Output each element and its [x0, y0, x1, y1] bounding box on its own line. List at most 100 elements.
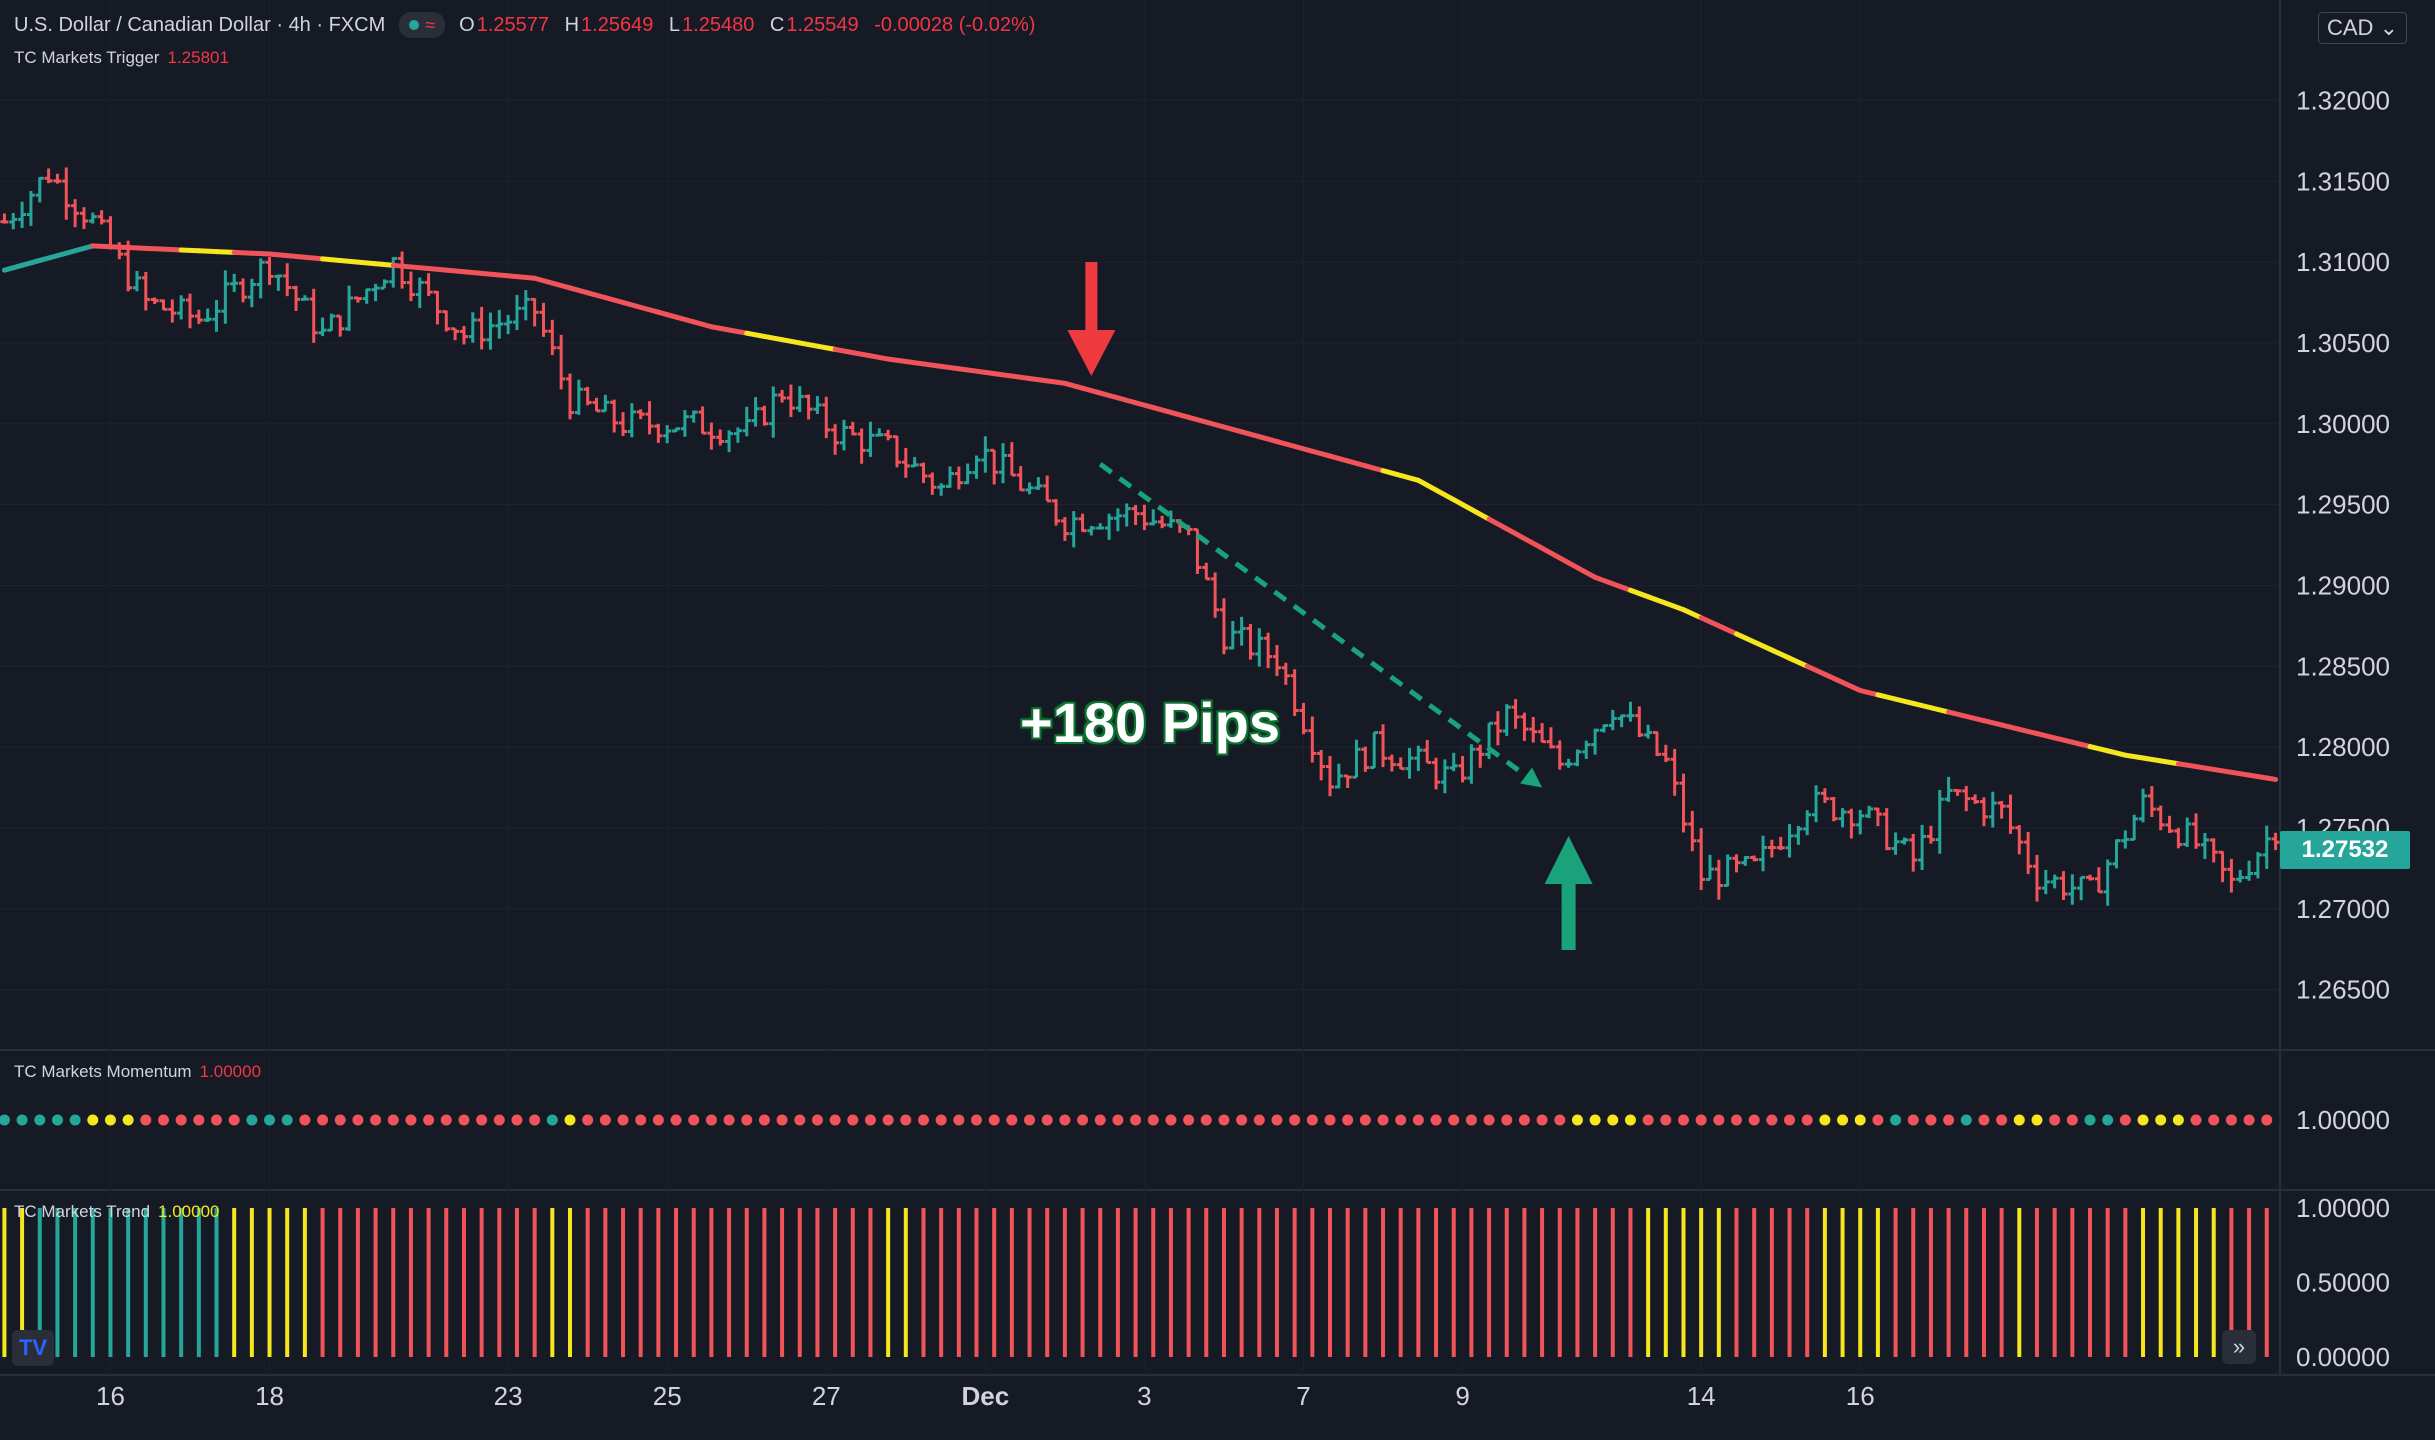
momentum-dot	[900, 1114, 912, 1126]
momentum-dot	[16, 1114, 28, 1126]
trigger-line-segment	[1504, 526, 1527, 542]
ohlc-bar	[2192, 813, 2201, 849]
time-tick-label: 9	[1455, 1381, 1469, 1411]
ohlc-bar	[1334, 763, 1343, 789]
trend-indicator-label[interactable]: TC Markets Trend 1.00000	[14, 1202, 220, 1222]
ohlc-bar	[698, 406, 707, 435]
ohlc-bar	[1202, 562, 1211, 581]
ohlc-bar	[1723, 854, 1732, 887]
ohlc-bar	[574, 379, 583, 415]
momentum-dot	[564, 1114, 576, 1126]
momentum-dot	[1589, 1114, 1601, 1126]
ohlc-bar	[1379, 724, 1388, 768]
momentum-dot	[1112, 1114, 1124, 1126]
time-tick-label: 16	[96, 1381, 125, 1411]
trigger-line-segment	[2105, 748, 2128, 758]
price-tick-label: 1.32000	[2296, 85, 2390, 115]
momentum-dot	[670, 1114, 682, 1126]
ohlc-bar	[451, 327, 460, 341]
ohlc-bar	[1405, 747, 1414, 779]
trigger-line-segment	[1009, 373, 1033, 381]
momentum-indicator-label[interactable]: TC Markets Momentum 1.00000	[14, 1062, 261, 1082]
trigger-line-segment	[1751, 639, 1775, 653]
momentum-dot	[2137, 1114, 2149, 1126]
ohlc-bar	[371, 283, 380, 302]
trigger-line-segment	[1274, 439, 1298, 449]
trigger-line-segment	[1857, 688, 1881, 698]
ohlc-bar	[1228, 620, 1237, 650]
trend-name: TC Markets Trend	[14, 1202, 151, 1221]
trigger-indicator-label[interactable]: TC Markets Trigger 1.25801	[14, 48, 229, 68]
ohlc-bar	[1140, 504, 1149, 531]
momentum-dot	[1465, 1114, 1477, 1126]
ohlc-bar	[1016, 466, 1025, 492]
ohlc-bar	[504, 314, 513, 335]
ohlc-bar	[1794, 825, 1803, 845]
ohlc-bar	[309, 288, 318, 343]
ohlc-bar	[636, 409, 645, 420]
trigger-line-segment	[1787, 655, 1810, 669]
ohlc-bar	[1962, 785, 1971, 812]
ohlc-bar	[645, 401, 654, 435]
symbol-title[interactable]: U.S. Dollar / Canadian Dollar · 4h · FXC…	[14, 13, 386, 36]
tradingview-logo-icon[interactable]: TV	[12, 1330, 54, 1366]
trigger-line-segment	[461, 269, 485, 276]
ohlc-bar	[778, 389, 787, 403]
ohlc-bar	[937, 483, 946, 496]
ohlc-bar	[26, 191, 35, 226]
trigger-line-segment	[2034, 731, 2058, 741]
momentum-dot	[917, 1114, 929, 1126]
ohlc-bar	[1979, 797, 1988, 827]
trigger-line-segment	[37, 253, 60, 263]
ohlc-bar	[1529, 716, 1538, 743]
trade-path-line	[1098, 462, 1544, 790]
momentum-dot	[246, 1114, 258, 1126]
ohlc-bar	[892, 435, 901, 468]
trigger-line-segment	[1433, 487, 1457, 503]
price-tick-label: 1.28500	[2296, 651, 2390, 681]
ohlc-bar	[804, 394, 813, 420]
trigger-line-segment	[1486, 516, 1510, 532]
trigger-line-segment	[1203, 419, 1227, 430]
ohlc-bar	[1538, 723, 1547, 744]
momentum-dot	[741, 1114, 753, 1126]
momentum-dot	[1412, 1114, 1424, 1126]
trigger-line-segment	[620, 300, 644, 310]
ohlc-bar	[1432, 757, 1441, 790]
ohlc-bar	[300, 295, 309, 301]
trigger-line-segment	[249, 250, 273, 257]
price-tick-label: 1.30500	[2296, 328, 2390, 358]
trigger-line-segment	[1645, 594, 1669, 606]
market-status-pill[interactable]: ≈	[399, 12, 446, 38]
trigger-line-segment	[1734, 631, 1757, 645]
momentum-dot	[1695, 1114, 1707, 1126]
price-tick-label: 1.29000	[2296, 570, 2390, 600]
ohlc-bar	[1485, 721, 1494, 759]
ohlc-bar	[627, 403, 636, 438]
ohlc-bar	[557, 334, 566, 390]
ohlc-bar	[1652, 730, 1661, 757]
trigger-line-segment	[143, 245, 166, 252]
currency-selector[interactable]: CAD ⌄	[2318, 12, 2408, 44]
momentum-dot	[1024, 1114, 1036, 1126]
momentum-dot	[2208, 1114, 2220, 1126]
momentum-dot	[1359, 1114, 1371, 1126]
ohlc-bar	[2245, 860, 2254, 881]
ohlc-bar	[1741, 855, 1750, 866]
scroll-to-realtime-button[interactable]: »	[2222, 1330, 2256, 1364]
momentum-dot	[1607, 1114, 1619, 1126]
trigger-line-segment	[408, 264, 432, 272]
ohlc-bar	[1847, 808, 1856, 839]
momentum-dot	[228, 1114, 240, 1126]
ohlc-bar	[1352, 739, 1361, 779]
price-tick-label: 1.27000	[2296, 894, 2390, 924]
momentum-dot	[1430, 1114, 1442, 1126]
trigger-line-segment	[196, 248, 220, 255]
trigger-line-segment	[1362, 463, 1386, 474]
ohlc-bar	[53, 173, 62, 184]
ohlc-bar	[2112, 839, 2121, 869]
momentum-dot	[1094, 1114, 1106, 1126]
momentum-dot	[140, 1114, 152, 1126]
trigger-line-segment	[1521, 536, 1545, 551]
